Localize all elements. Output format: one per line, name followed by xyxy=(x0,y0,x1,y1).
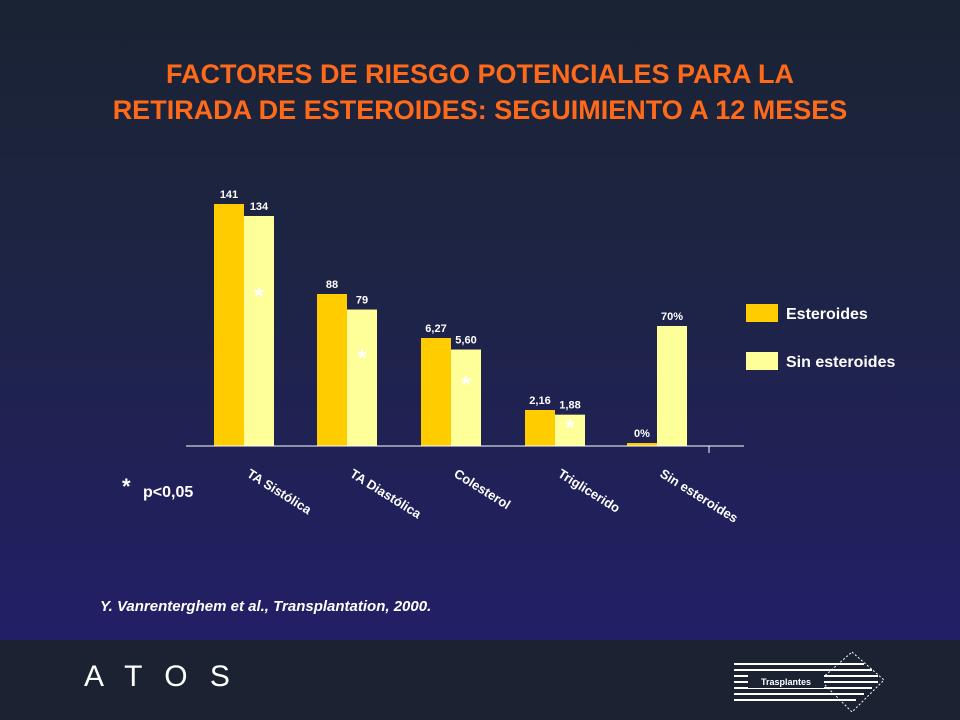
bar-ta-sistolica-esteroides xyxy=(214,204,244,446)
category-label-ta-diastolica: TA Diastólica xyxy=(347,466,424,522)
significance-marker-colesterol: * xyxy=(461,371,471,398)
bar-ta-sistolica-sin-esteroides xyxy=(244,216,274,446)
value-label-triglicerido-esteroides: 2,16 xyxy=(529,395,550,407)
significance-marker-triglicerido: * xyxy=(565,414,575,441)
significance-marker-ta-diastolica: * xyxy=(357,345,367,372)
value-label-ta-diastolica-esteroides: 88 xyxy=(326,279,338,291)
citation: Y. Vanrenterghem et al., Transplantation… xyxy=(100,598,432,615)
value-label-colesterol-esteroides: 6,27 xyxy=(425,323,446,335)
significance-footnote: * p<0,05 xyxy=(122,474,193,501)
category-label-colesterol: Colesterol xyxy=(451,466,513,512)
significance-marker-ta-sistolica: * xyxy=(254,283,264,310)
value-label-sin-esteroides-sin-esteroides: 70% xyxy=(661,311,683,323)
slide-title-line-1: FACTORES DE RIESGO POTENCIALES PARA LA xyxy=(165,59,795,89)
footer-bar: A T O S Trasplantes xyxy=(0,640,960,720)
footnote-symbol: * xyxy=(122,474,131,499)
value-label-ta-sistolica-esteroides: 141 xyxy=(220,189,238,201)
legend-label-sin-esteroides: Sin esteroides xyxy=(786,354,895,371)
bar-ta-diastolica-sin-esteroides xyxy=(347,309,377,446)
legend-swatch-esteroides xyxy=(746,304,778,322)
significance-markers: * * * * xyxy=(254,283,575,441)
bar-ta-diastolica-esteroides xyxy=(317,294,347,446)
value-labels: 141 134 88 79 6,27 5,60 2,16 1,88 0% 70% xyxy=(220,189,683,440)
category-label-ta-sistolica: TA Sistólica xyxy=(244,466,314,518)
logo-diamond-outline xyxy=(819,651,885,713)
value-label-ta-sistolica-sin-esteroides: 134 xyxy=(250,201,269,213)
trasplantes-logo: Trasplantes xyxy=(734,651,885,713)
bar-colesterol-sin-esteroides xyxy=(451,349,481,446)
value-label-triglicerido-sin-esteroides: 1,88 xyxy=(559,400,580,412)
value-label-colesterol-sin-esteroides: 5,60 xyxy=(455,335,476,347)
value-label-sin-esteroides-esteroides: 0% xyxy=(634,428,650,440)
category-label-sin-esteroides: Sin esteroides xyxy=(657,466,740,526)
bar-triglicerido-sin-esteroides xyxy=(555,414,585,446)
chart-bars xyxy=(214,204,687,446)
logo-text: Trasplantes xyxy=(761,677,811,687)
bar-colesterol-esteroides xyxy=(421,338,451,446)
legend-swatch-sin-esteroides xyxy=(746,352,778,370)
legend: Esteroides Sin esteroides xyxy=(746,304,895,371)
footnote-text: p<0,05 xyxy=(143,484,193,501)
slide-title-line-2: RETIRADA DE ESTEROIDES: SEGUIMIENTO A 12… xyxy=(112,95,848,125)
bar-sin-esteroides-sin-esteroides xyxy=(657,326,687,446)
slide-title: FACTORES DE RIESGO POTENCIALES PARA LA R… xyxy=(0,56,960,128)
bar-chart: 141 134 88 79 6,27 5,60 2,16 1,88 0% 70% * * * * TA … xyxy=(122,189,895,526)
footer-brand: A T O S xyxy=(84,660,237,693)
bar-sin-esteroides-esteroides xyxy=(627,443,657,446)
bar-triglicerido-esteroides xyxy=(525,410,555,446)
value-label-ta-diastolica-sin-esteroides: 79 xyxy=(356,295,368,307)
category-label-triglicerido: Triglicerido xyxy=(555,466,622,516)
logo-text-band xyxy=(748,674,824,688)
legend-label-esteroides: Esteroides xyxy=(786,306,868,323)
category-labels: TA Sistólica TA Diastólica Colesterol Trigl… xyxy=(244,466,740,526)
